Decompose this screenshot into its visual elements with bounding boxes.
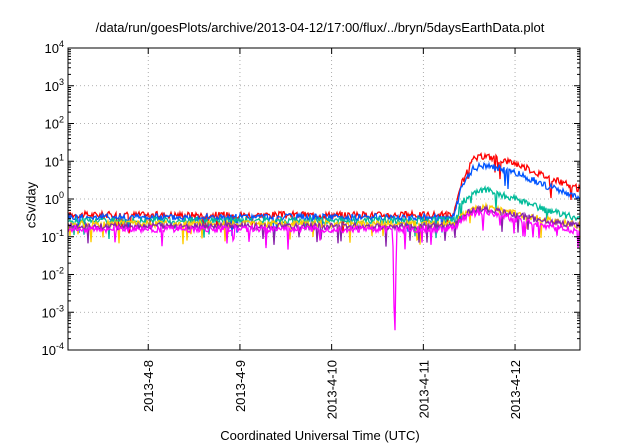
chart-title: /data/run/goesPlots/archive/2013-04-12/1…	[95, 20, 545, 35]
y-tick-label: 103	[45, 77, 64, 94]
x-tick-label: 2013-4-9	[233, 360, 248, 412]
x-tick-label: 2013-4-12	[508, 360, 523, 419]
y-tick-label: 10-2	[42, 266, 64, 283]
y-axis-label: cSv/day	[23, 181, 39, 229]
x-tick-label: 2013-4-11	[416, 360, 431, 418]
y-tick-label: 10-1	[42, 228, 64, 245]
y-tick-label: 10-3	[42, 303, 64, 320]
series-layer	[67, 152, 581, 331]
y-tick-label: 100	[45, 190, 64, 207]
x-tick-label: 2013-4-10	[325, 360, 340, 419]
x-axis-label: Coordinated Universal Time (UTC)	[220, 428, 420, 443]
grid-lines	[68, 48, 580, 350]
y-tick-label: 102	[45, 115, 64, 132]
series-line-5	[67, 204, 581, 247]
x-tick-label: 2013-4-8	[141, 360, 156, 412]
y-tick-label: 10-4	[42, 341, 64, 358]
y-tick-label: 104	[45, 39, 64, 56]
series-line-3	[67, 184, 581, 240]
series-line-6	[67, 207, 581, 331]
axis-layer: 10-4 10-3 10-2 10-1 100 101 102 103 104 2013-4-8 2…	[42, 39, 580, 419]
y-tick-label: 101	[45, 152, 64, 169]
